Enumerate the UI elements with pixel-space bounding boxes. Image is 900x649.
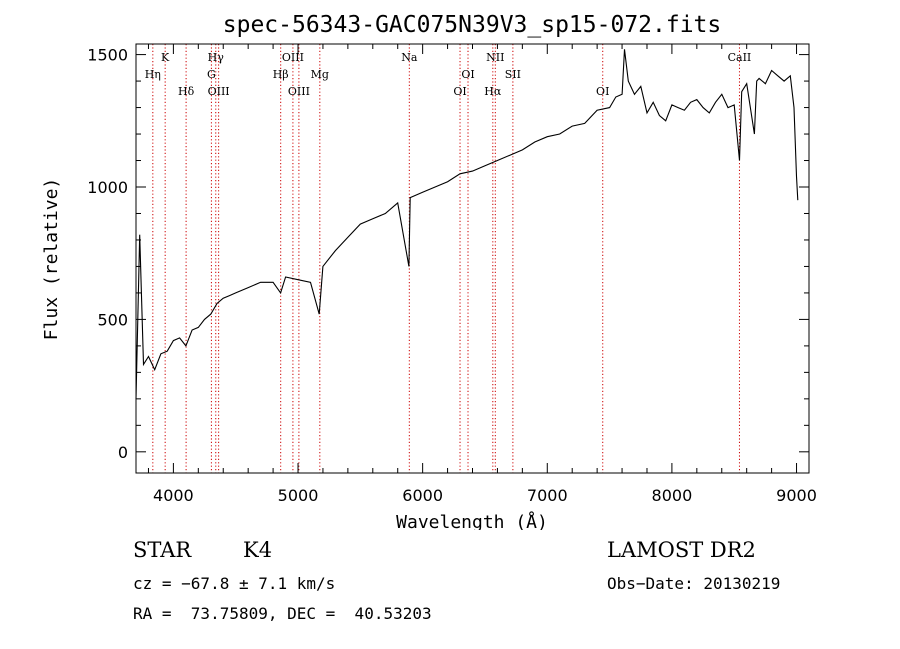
marker-label-10: Na — [401, 51, 418, 64]
spectral-line-markers — [152, 44, 740, 473]
marker-label-0: Hη — [145, 68, 161, 81]
survey-name: LAMOST DR2 — [607, 538, 756, 562]
y-tick-label: 0 — [118, 443, 128, 462]
y-tick-label: 500 — [97, 310, 128, 329]
marker-label-1: K — [161, 51, 170, 64]
redshift-velocity: cz = −67.8 ± 7.1 km/s — [133, 574, 336, 593]
marker-label-4: G — [207, 68, 216, 81]
marker-label-14: Hα — [484, 85, 502, 98]
marker-label-16: OI — [596, 85, 609, 98]
x-tick-label: 5000 — [278, 486, 319, 505]
spectral-line-labels: HηKHδHγGOIIIOIIIHβOIIIMgNaOIOINIIHαSIIOI… — [145, 51, 752, 98]
x-axis: 4000 5000 6000 7000 8000 9000 — [147, 44, 817, 505]
marker-label-6: OIII — [282, 51, 304, 64]
marker-label-8: OIII — [288, 85, 310, 98]
marker-label-13: NII — [486, 51, 504, 64]
spectrum-chart: spec-56343-GAC075N39V3_sp15-072.fits 400… — [41, 12, 817, 530]
coordinates: RA = 73.75809, DEC = 40.53203 — [133, 604, 432, 623]
x-tick-label: 6000 — [402, 486, 443, 505]
marker-label-9: Mg — [311, 68, 329, 81]
y-tick-label: 1500 — [87, 46, 128, 65]
plot-frame — [135, 43, 810, 474]
y-tick-label: 1000 — [87, 178, 128, 197]
object-subclass: K4 — [243, 538, 273, 562]
marker-label-2: Hδ — [178, 85, 195, 98]
x-tick-label: 7000 — [527, 486, 568, 505]
marker-label-17: CaII — [728, 51, 752, 64]
x-tick-label: 9000 — [776, 486, 817, 505]
x-tick-label: 8000 — [652, 486, 693, 505]
x-tick-label: 4000 — [153, 486, 194, 505]
object-class: STAR — [133, 538, 192, 562]
marker-label-11: OI — [461, 68, 474, 81]
marker-label-5: OIII — [208, 85, 230, 98]
x-axis-label: Wavelength (Å) — [396, 511, 548, 530]
marker-label-15: SII — [505, 68, 521, 81]
marker-label-7: Hβ — [273, 68, 289, 81]
observation-date: Obs−Date: 20130219 — [607, 574, 781, 593]
chart-title: spec-56343-GAC075N39V3_sp15-072.fits — [223, 12, 722, 38]
y-axis: 0 500 1000 1500 — [87, 46, 809, 462]
marker-label-3: Hγ — [208, 51, 225, 64]
spectrum-line — [135, 49, 799, 399]
y-axis-label: Flux (relative) — [41, 178, 62, 341]
marker-label-12: OI — [453, 85, 466, 98]
